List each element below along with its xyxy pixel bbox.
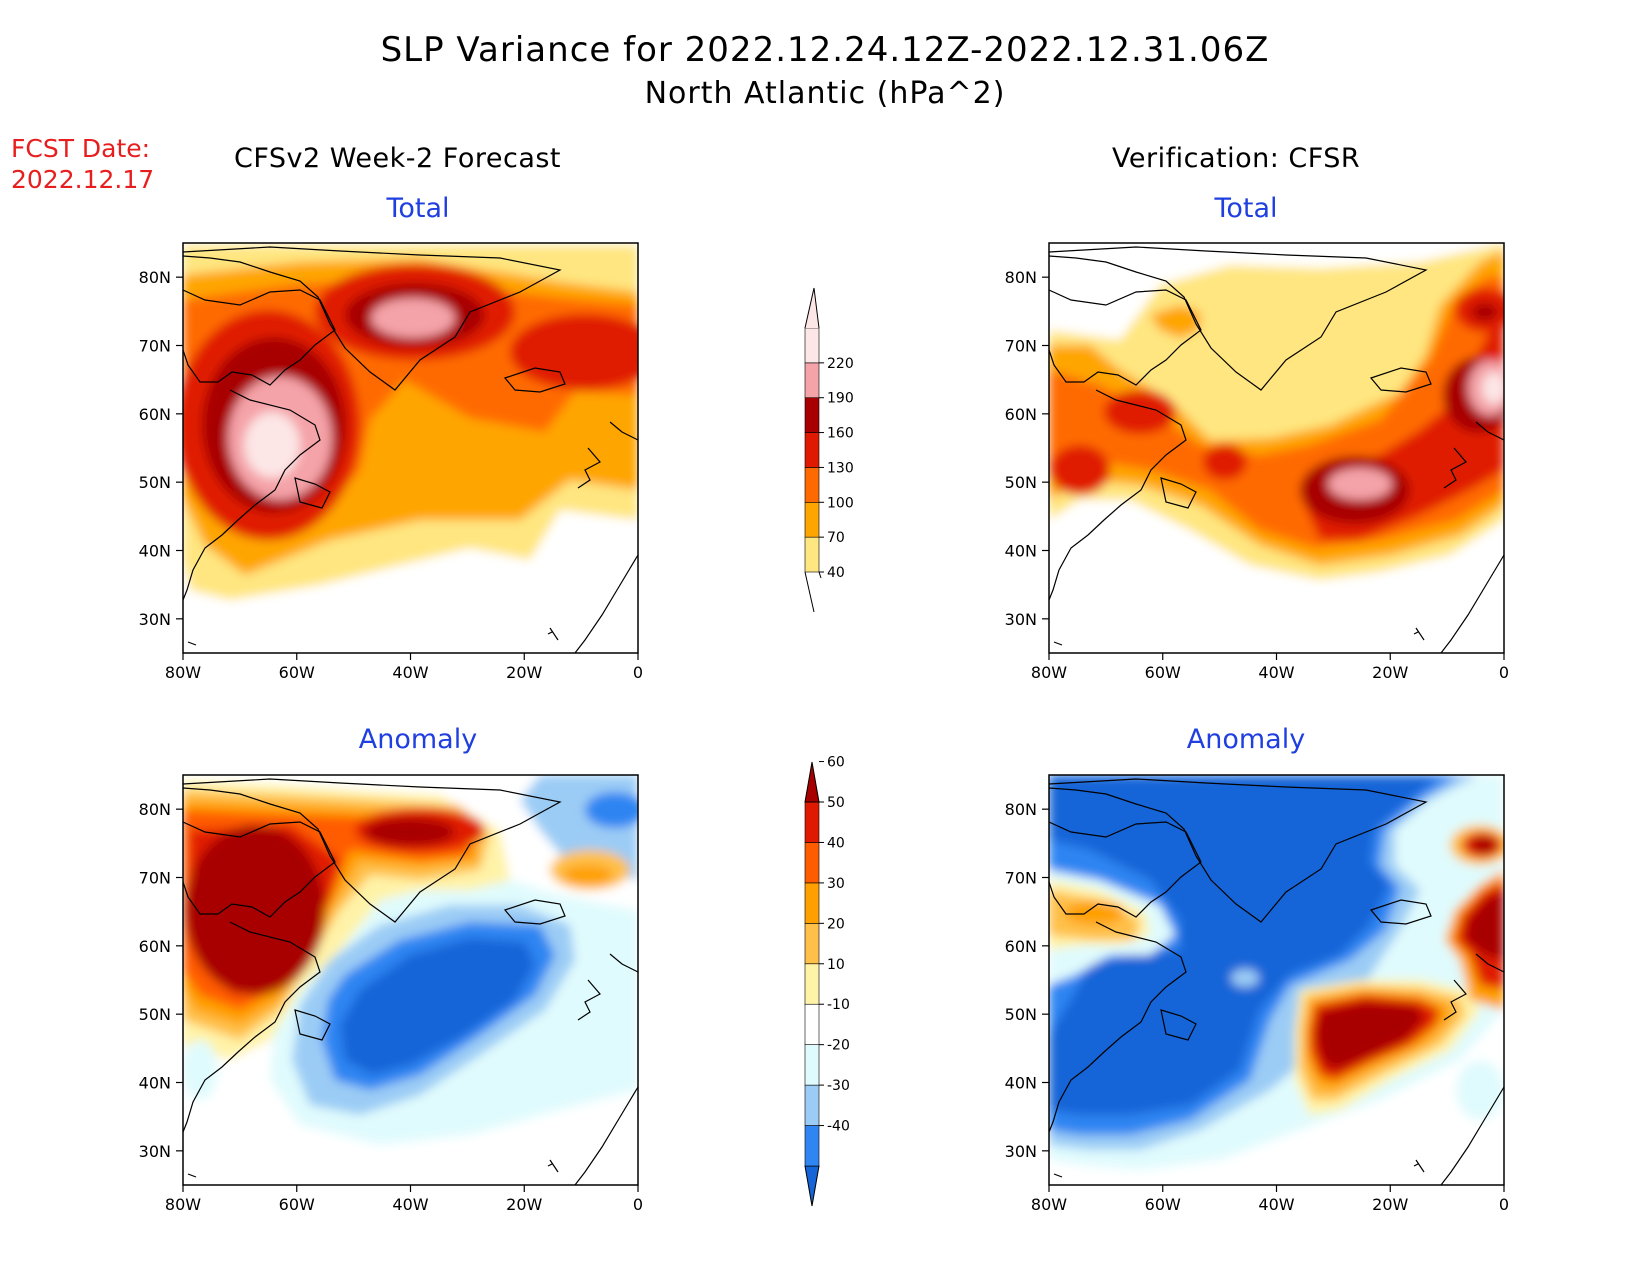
verification-total-title: Total bbox=[1214, 193, 1278, 224]
colorbar-segment bbox=[804, 1084, 820, 1126]
colorbar-segment bbox=[804, 923, 820, 965]
lat-tick-label: 40N bbox=[1005, 542, 1037, 561]
lon-tick-label: 60W bbox=[279, 663, 315, 682]
colorbar-segment bbox=[804, 536, 820, 573]
verification-anomaly-map bbox=[1048, 774, 1505, 1186]
lat-tick-label: 70N bbox=[139, 337, 171, 356]
lon-tick-label: 20W bbox=[506, 1195, 542, 1214]
lat-tick-label: 70N bbox=[139, 869, 171, 888]
lon-tick-label: 0 bbox=[633, 1195, 643, 1214]
lon-tick-label: 0 bbox=[633, 663, 643, 682]
colorbar-segment bbox=[804, 397, 820, 433]
lat-tick-label: 50N bbox=[1005, 1005, 1037, 1024]
colorbar-segment bbox=[804, 1125, 820, 1167]
lon-tick-label: 20W bbox=[1372, 663, 1408, 682]
colorbar-tick-label: 40 bbox=[827, 835, 845, 851]
colorbar-tick-label: 190 bbox=[827, 391, 854, 407]
fcst-date-value: 2022.12.17 bbox=[11, 165, 155, 194]
colorbar-tick-label: -40 bbox=[827, 1119, 850, 1135]
lat-tick-label: 40N bbox=[139, 542, 171, 561]
colorbar-segment bbox=[804, 327, 820, 364]
lon-tick-label: 40W bbox=[392, 663, 428, 682]
colorbar-segment bbox=[804, 1044, 820, 1086]
colorbar-segment bbox=[804, 432, 820, 468]
colorbar-segment bbox=[804, 467, 820, 503]
colorbar-tick-label: 30 bbox=[827, 876, 845, 892]
forecast-anomaly-map bbox=[182, 774, 639, 1186]
verification-column-title: Verification: CFSR bbox=[1112, 143, 1361, 174]
lat-tick-label: 80N bbox=[139, 268, 171, 287]
lat-tick-label: 80N bbox=[1005, 268, 1037, 287]
lat-tick-label: 50N bbox=[139, 473, 171, 492]
colorbar-tick-label: 220 bbox=[827, 356, 854, 372]
lat-tick-label: 80N bbox=[1005, 800, 1037, 819]
map-axes: 80N 70N 60N 50N 40N 30N 80W 60W 40W 20W 0 80N 70N 60N… bbox=[139, 268, 1509, 1214]
colorbar-tick-label: 130 bbox=[827, 460, 854, 476]
lat-tick-label: 40N bbox=[1005, 1074, 1037, 1093]
colorbar-segment bbox=[804, 761, 820, 803]
forecast-anomaly-title: Anomaly bbox=[358, 724, 478, 755]
forecast-total-title: Total bbox=[386, 193, 450, 224]
lat-tick-label: 30N bbox=[139, 610, 171, 629]
colorbar-segment bbox=[804, 1003, 820, 1045]
lon-tick-label: 0 bbox=[1499, 1195, 1509, 1214]
lon-tick-label: 60W bbox=[1145, 1195, 1181, 1214]
lat-tick-label: 30N bbox=[1005, 610, 1037, 629]
colorbar-segment bbox=[804, 501, 820, 538]
colorbar-tick-label: -20 bbox=[827, 1038, 850, 1054]
lat-tick-label: 60N bbox=[1005, 937, 1037, 956]
lat-tick-label: 30N bbox=[139, 1142, 171, 1161]
lat-tick-label: 50N bbox=[1005, 473, 1037, 492]
lat-tick-label: 70N bbox=[1005, 337, 1037, 356]
lon-tick-label: 20W bbox=[506, 663, 542, 682]
colorbar-tick-label: 100 bbox=[827, 495, 854, 511]
colorbar-segment bbox=[804, 801, 820, 843]
colorbar-segment bbox=[804, 882, 820, 924]
lat-tick-label: 40N bbox=[139, 1074, 171, 1093]
colorbar-tick-label: 40 bbox=[827, 565, 845, 581]
lon-tick-label: 60W bbox=[1145, 663, 1181, 682]
colorbar-tick-label: 10 bbox=[827, 957, 845, 973]
lon-tick-label: 40W bbox=[1258, 663, 1294, 682]
colorbar-tick-label: 160 bbox=[827, 426, 854, 442]
colorbar-tick-label: 20 bbox=[827, 916, 845, 932]
anomaly-colorbar: -40 -30 -20 -10 10 20 30 40 50 60 bbox=[804, 755, 850, 1207]
colorbar-tick-label: 50 bbox=[827, 795, 845, 811]
colorbar-tick-label: -10 bbox=[827, 997, 850, 1013]
lat-tick-label: 50N bbox=[139, 1005, 171, 1024]
lon-tick-label: 40W bbox=[1258, 1195, 1294, 1214]
colorbar-tick-label: 60 bbox=[827, 755, 845, 771]
colorbar-segment bbox=[804, 1165, 820, 1207]
lon-tick-label: 80W bbox=[1031, 1195, 1067, 1214]
colorbar-segment bbox=[804, 362, 820, 399]
lat-tick-label: 80N bbox=[139, 800, 171, 819]
lon-tick-label: 80W bbox=[1031, 663, 1067, 682]
lon-tick-label: 0 bbox=[1499, 663, 1509, 682]
total-colorbar: 40 70 100 130 160 190 220 bbox=[804, 287, 854, 613]
verification-total-map bbox=[1048, 242, 1505, 654]
lat-tick-label: 60N bbox=[139, 937, 171, 956]
fcst-date-label: FCST Date: bbox=[11, 134, 151, 163]
lon-tick-label: 80W bbox=[165, 1195, 201, 1214]
lat-tick-label: 70N bbox=[1005, 869, 1037, 888]
lon-tick-label: 80W bbox=[165, 663, 201, 682]
colorbar-tick-label: -30 bbox=[827, 1078, 850, 1094]
lat-tick-label: 60N bbox=[139, 405, 171, 424]
main-subtitle: North Atlantic (hPa^2) bbox=[644, 76, 1006, 111]
main-title: SLP Variance for 2022.12.24.12Z-2022.12.… bbox=[380, 30, 1270, 70]
verification-anomaly-title: Anomaly bbox=[1186, 724, 1306, 755]
forecast-total-map bbox=[182, 242, 639, 654]
colorbar-segment bbox=[804, 842, 820, 884]
lon-tick-label: 40W bbox=[392, 1195, 428, 1214]
colorbar-tick-label: 70 bbox=[827, 530, 845, 546]
lat-tick-label: 30N bbox=[1005, 1142, 1037, 1161]
lat-tick-label: 60N bbox=[1005, 405, 1037, 424]
lon-tick-label: 20W bbox=[1372, 1195, 1408, 1214]
colorbar-segment bbox=[804, 963, 820, 1005]
forecast-column-title: CFSv2 Week-2 Forecast bbox=[234, 143, 562, 174]
lon-tick-label: 60W bbox=[279, 1195, 315, 1214]
